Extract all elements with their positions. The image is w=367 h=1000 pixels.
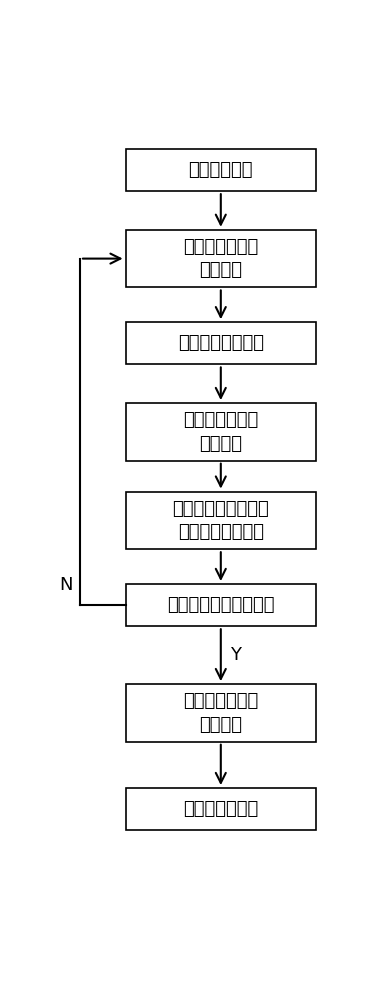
Text: 发送给主控模块: 发送给主控模块 bbox=[183, 800, 258, 818]
Bar bbox=[126, 403, 316, 461]
Text: 计算色温和照度
比列系数: 计算色温和照度 比列系数 bbox=[183, 692, 258, 734]
Bar bbox=[126, 230, 316, 287]
Bar bbox=[126, 149, 316, 191]
Text: N: N bbox=[59, 576, 73, 594]
Text: 给主控模块发送
校准数据: 给主控模块发送 校准数据 bbox=[183, 238, 258, 279]
Text: 等待预热时间结束: 等待预热时间结束 bbox=[178, 334, 264, 352]
Text: Y: Y bbox=[229, 646, 240, 664]
Text: 判断是否校准步骤结束: 判断是否校准步骤结束 bbox=[167, 596, 275, 614]
Bar bbox=[126, 684, 316, 742]
Bar bbox=[126, 788, 316, 830]
Bar bbox=[126, 492, 316, 549]
Bar bbox=[126, 584, 316, 626]
Bar bbox=[126, 322, 316, 364]
Text: 控制光谱分析仪
采样数据: 控制光谱分析仪 采样数据 bbox=[183, 411, 258, 453]
Text: 接收颜色传感器数据
和光谱分析仪数据: 接收颜色传感器数据 和光谱分析仪数据 bbox=[172, 500, 269, 541]
Text: 配置校准参数: 配置校准参数 bbox=[189, 161, 253, 179]
